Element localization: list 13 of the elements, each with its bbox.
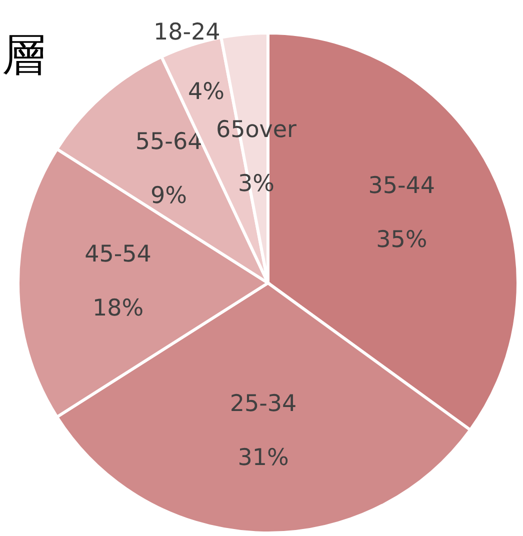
slice-label: 55-64 [135, 128, 202, 155]
data-label: 4% [188, 79, 224, 106]
data-label: 18% [92, 295, 144, 322]
slice-label: 18-24 [153, 20, 220, 46]
chart-title: 層 [2, 30, 46, 81]
slice-label: 65over [216, 116, 298, 143]
data-label: 3% [238, 170, 274, 197]
data-label: 9% [150, 182, 188, 209]
slice-label: 25-34 [230, 391, 297, 418]
slice-label: 45-54 [84, 241, 152, 268]
data-label: 35% [376, 227, 428, 254]
slice-label: 35-44 [368, 173, 436, 200]
data-label: 31% [238, 445, 289, 472]
